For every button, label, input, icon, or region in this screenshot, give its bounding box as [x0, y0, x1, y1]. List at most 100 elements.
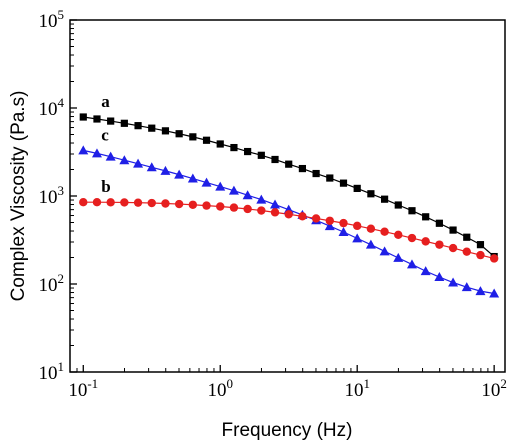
data-point-b: [394, 230, 403, 240]
data-point-a: [298, 164, 307, 173]
data-point-b: [298, 212, 307, 221]
data-point-c: [174, 169, 185, 179]
data-point-a: [408, 207, 416, 215]
y-tick-label-exponent: 3: [58, 183, 65, 198]
data-point-b: [476, 250, 485, 260]
data-point-a: [244, 147, 252, 156]
data-point-c: [393, 252, 404, 262]
data-point-a: [326, 174, 334, 182]
series-labels: ac b: [101, 92, 110, 196]
y-tick-label-exponent: 5: [58, 7, 65, 22]
series-label-a: a: [101, 92, 110, 111]
data-point-b: [380, 227, 389, 236]
data-point-c: [475, 286, 486, 296]
data-point-a: [463, 233, 471, 241]
data-point-a: [189, 133, 197, 141]
x-tick-label: 10-1: [68, 376, 98, 401]
data-point-a: [134, 122, 142, 130]
y-axis-title: Complex Viscosity (Pa.s): [8, 91, 29, 302]
series-line-a: [83, 116, 495, 258]
data-point-b: [366, 224, 376, 233]
data-point-b: [216, 202, 225, 211]
data-point-a: [380, 195, 389, 203]
data-point-b: [188, 200, 198, 209]
data-point-b: [79, 198, 88, 207]
x-tick-label-base: 10: [481, 380, 500, 401]
data-point-c: [242, 190, 253, 200]
data-point-c: [406, 259, 417, 269]
data-point-b: [229, 203, 239, 212]
data-point-a: [107, 117, 115, 125]
data-point-b: [325, 216, 335, 225]
x-tick-label-exponent: 1: [363, 376, 370, 391]
data-point-b: [489, 254, 499, 263]
data-point-b: [174, 199, 184, 209]
x-tick-label-base: 10: [344, 380, 363, 401]
series-markers: [78, 113, 500, 298]
x-tick-label-base: 10: [68, 380, 87, 401]
data-point-a: [148, 124, 156, 132]
data-point-b: [92, 198, 102, 207]
data-point-c: [461, 282, 472, 292]
x-tick-label-exponent: 2: [500, 376, 507, 391]
data-point-b: [133, 198, 143, 207]
data-point-b: [202, 201, 211, 210]
data-point-c: [91, 148, 102, 158]
data-point-b: [120, 198, 129, 207]
x-tick-label-exponent: -1: [87, 376, 98, 391]
data-point-b: [435, 240, 444, 249]
y-tick-label-base: 10: [39, 11, 58, 32]
y-tick-label-exponent: 2: [58, 271, 65, 286]
data-point-a: [175, 130, 183, 138]
data-point-a: [312, 169, 320, 178]
y-tick-label: 104: [39, 95, 65, 120]
data-point-a: [476, 241, 485, 249]
data-point-c: [146, 162, 157, 172]
y-tick-label: 102: [39, 271, 65, 296]
data-point-c: [324, 221, 335, 231]
data-point-c: [187, 173, 198, 183]
data-point-a: [93, 115, 101, 123]
data-point-c: [228, 185, 239, 195]
data-point-c: [338, 226, 349, 236]
data-point-c: [201, 177, 212, 187]
y-tick-label-exponent: 1: [58, 359, 65, 374]
y-tick-label-base: 10: [39, 275, 58, 296]
data-point-a: [394, 201, 402, 209]
data-point-a: [79, 113, 87, 121]
x-tick-label-exponent: 0: [226, 376, 233, 391]
data-point-a: [216, 140, 224, 148]
data-point-a: [449, 226, 457, 234]
data-point-b: [147, 198, 156, 208]
data-point-c: [379, 246, 390, 256]
data-point-a: [271, 155, 279, 164]
y-tick-label-exponent: 4: [58, 95, 65, 110]
data-point-a: [422, 213, 430, 221]
x-tick-label: 100: [207, 376, 233, 401]
series-line-c: [83, 149, 495, 295]
y-tick-label: 101: [39, 359, 65, 384]
data-point-a: [120, 119, 128, 127]
y-tick-label-base: 10: [39, 187, 58, 208]
data-point-c: [105, 151, 116, 161]
data-point-b: [243, 204, 252, 214]
data-point-a: [202, 136, 211, 144]
data-point-a: [161, 127, 170, 135]
x-tick-label: 101: [344, 376, 370, 401]
data-point-c: [365, 239, 376, 249]
data-point-b: [257, 206, 266, 215]
data-point-b: [352, 221, 362, 231]
x-axis-title: Frequency (Hz): [222, 420, 353, 441]
data-point-b: [270, 208, 280, 217]
series-label-c: c: [101, 125, 109, 144]
axis-ticks: [69, 19, 495, 373]
data-point-b: [161, 199, 170, 208]
data-point-c: [489, 288, 500, 298]
data-point-a: [230, 143, 238, 152]
data-point-c: [448, 277, 459, 287]
data-point-b: [339, 218, 348, 228]
data-point-b: [407, 233, 417, 243]
